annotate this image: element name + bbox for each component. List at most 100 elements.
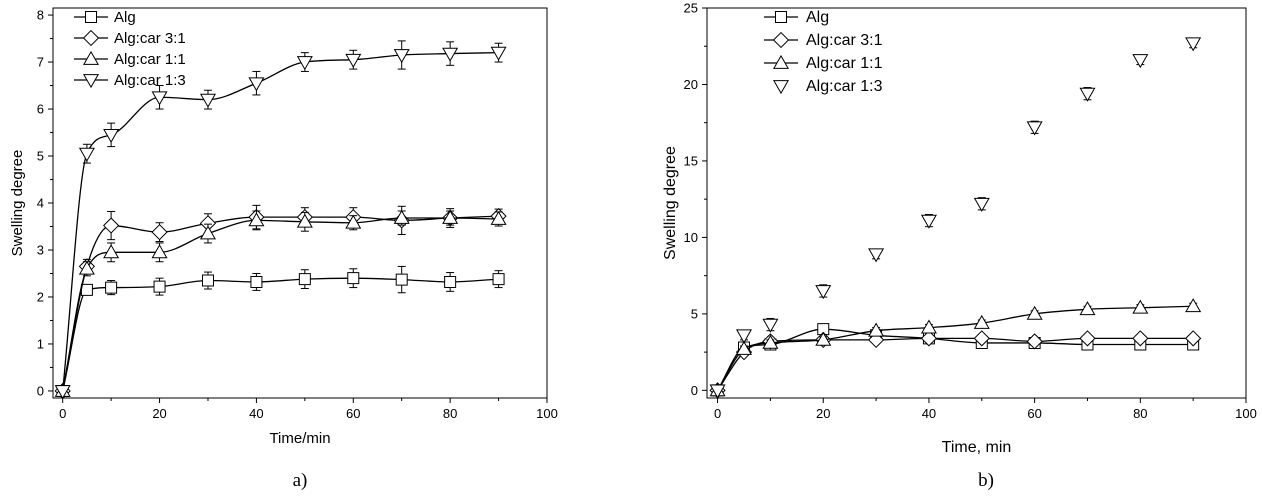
data-point <box>250 275 263 288</box>
legend-label: Alg <box>114 9 136 26</box>
data-point <box>492 273 505 286</box>
legend-marker <box>82 74 100 89</box>
y-axis-title: Swelling degree <box>9 150 26 257</box>
legend-label: Alg <box>806 9 829 26</box>
y-tick-label: 1 <box>37 336 44 351</box>
data-point <box>762 334 779 349</box>
data-point <box>298 273 311 286</box>
data-point <box>54 385 71 400</box>
x-tick-label: 40 <box>922 406 936 421</box>
y-tick-label: 3 <box>37 242 44 257</box>
series-curve <box>62 277 499 392</box>
legend-label: Alg:car 3:1 <box>806 32 883 49</box>
data-point <box>868 322 885 337</box>
data-point <box>80 283 93 296</box>
data-point <box>199 225 216 240</box>
x-tick-label: 60 <box>346 406 360 421</box>
series-alg-car-1-1 <box>709 298 1202 397</box>
data-point <box>248 212 265 227</box>
legend-marker <box>85 11 97 23</box>
data-point <box>1026 121 1043 136</box>
x-axis-title: Time/min <box>269 430 330 447</box>
y-tick-label: 8 <box>37 8 44 23</box>
data-point <box>444 275 457 288</box>
data-point <box>105 281 118 294</box>
data-point <box>151 91 168 106</box>
legend-marker <box>772 31 790 49</box>
data-point <box>867 331 885 349</box>
series-curve <box>62 215 499 392</box>
data-point <box>103 129 120 144</box>
data-point <box>347 272 360 285</box>
series-curve <box>717 337 1194 391</box>
plot-frame <box>706 7 1247 399</box>
legend-marker <box>772 80 790 95</box>
y-tick-label: 0 <box>691 383 698 398</box>
data-point <box>1185 37 1202 52</box>
panel-caption: b) <box>978 470 994 491</box>
data-point <box>442 47 459 62</box>
data-point <box>1132 330 1149 347</box>
legend-entry: Alg:car 3:1 <box>74 29 186 47</box>
data-point <box>345 53 362 68</box>
x-tick-label: 20 <box>152 406 166 421</box>
data-point <box>735 340 753 355</box>
data-point <box>709 384 726 399</box>
chart-panel-a: 0 20 40 60 80 100 0 1 2 3 4 5 6 7 8 Time/min Swelling de… <box>9 7 558 491</box>
x-tick-label: 60 <box>1027 406 1041 421</box>
legend-label: Alg:car 1:1 <box>806 55 883 72</box>
x-tick-label: 80 <box>1133 406 1147 421</box>
y-tick-label: 15 <box>684 153 698 168</box>
y-tick-label: 10 <box>684 230 698 245</box>
data-point <box>248 77 265 92</box>
data-point <box>920 330 938 347</box>
data-point <box>1079 87 1096 102</box>
chart-panel-b: 0 20 40 60 80 100 0 5 10 15 20 25 Time, min Swelling … <box>662 1 1257 492</box>
data-point <box>868 248 885 263</box>
data-point <box>920 319 937 334</box>
data-point <box>735 329 753 344</box>
data-point <box>817 323 830 336</box>
x-axis-title: Time, min <box>942 439 1012 456</box>
y-tick-label: 20 <box>684 77 698 92</box>
data-point <box>296 56 313 71</box>
data-point <box>1079 330 1096 347</box>
legend-label: Alg:car 1:3 <box>114 72 186 89</box>
series-alg-car-1-3 <box>54 40 507 400</box>
y-tick-label: 5 <box>37 149 44 164</box>
data-point <box>1132 54 1149 69</box>
data-point <box>201 274 214 287</box>
data-point <box>442 209 459 224</box>
legend-entry: Alg <box>74 9 136 26</box>
data-point <box>151 244 168 259</box>
y-tick-label: 2 <box>37 289 44 304</box>
data-point <box>199 93 216 108</box>
data-point <box>973 197 990 212</box>
legend-label: Alg:car 3:1 <box>114 30 186 47</box>
series-curve <box>62 51 499 392</box>
legend-entry: Alg:car 1:1 <box>764 54 883 72</box>
data-point <box>393 49 410 64</box>
legend-entry: Alg:car 3:1 <box>764 31 883 49</box>
x-tick-label: 100 <box>1235 406 1257 421</box>
data-point <box>1026 305 1043 320</box>
y-tick-label: 6 <box>37 102 44 117</box>
legend-marker <box>82 29 100 47</box>
y-axis-title: Swelling degree <box>662 146 679 260</box>
legend-marker <box>775 11 787 23</box>
data-point <box>1079 301 1096 316</box>
data-point <box>490 46 507 61</box>
series-alg-car-3-1 <box>54 204 507 400</box>
data-point <box>1185 298 1202 313</box>
data-point <box>153 280 166 293</box>
legend-entry: Alg:car 1:3 <box>74 72 186 89</box>
x-tick-label: 20 <box>816 406 830 421</box>
data-point <box>395 273 408 286</box>
data-point <box>973 330 990 347</box>
series-alg <box>711 323 1200 397</box>
y-tick-label: 5 <box>691 306 698 321</box>
data-point <box>78 147 95 162</box>
data-point <box>1132 299 1149 314</box>
y-tick-label: 0 <box>37 383 44 398</box>
series-alg-car-1-3 <box>709 37 1202 399</box>
